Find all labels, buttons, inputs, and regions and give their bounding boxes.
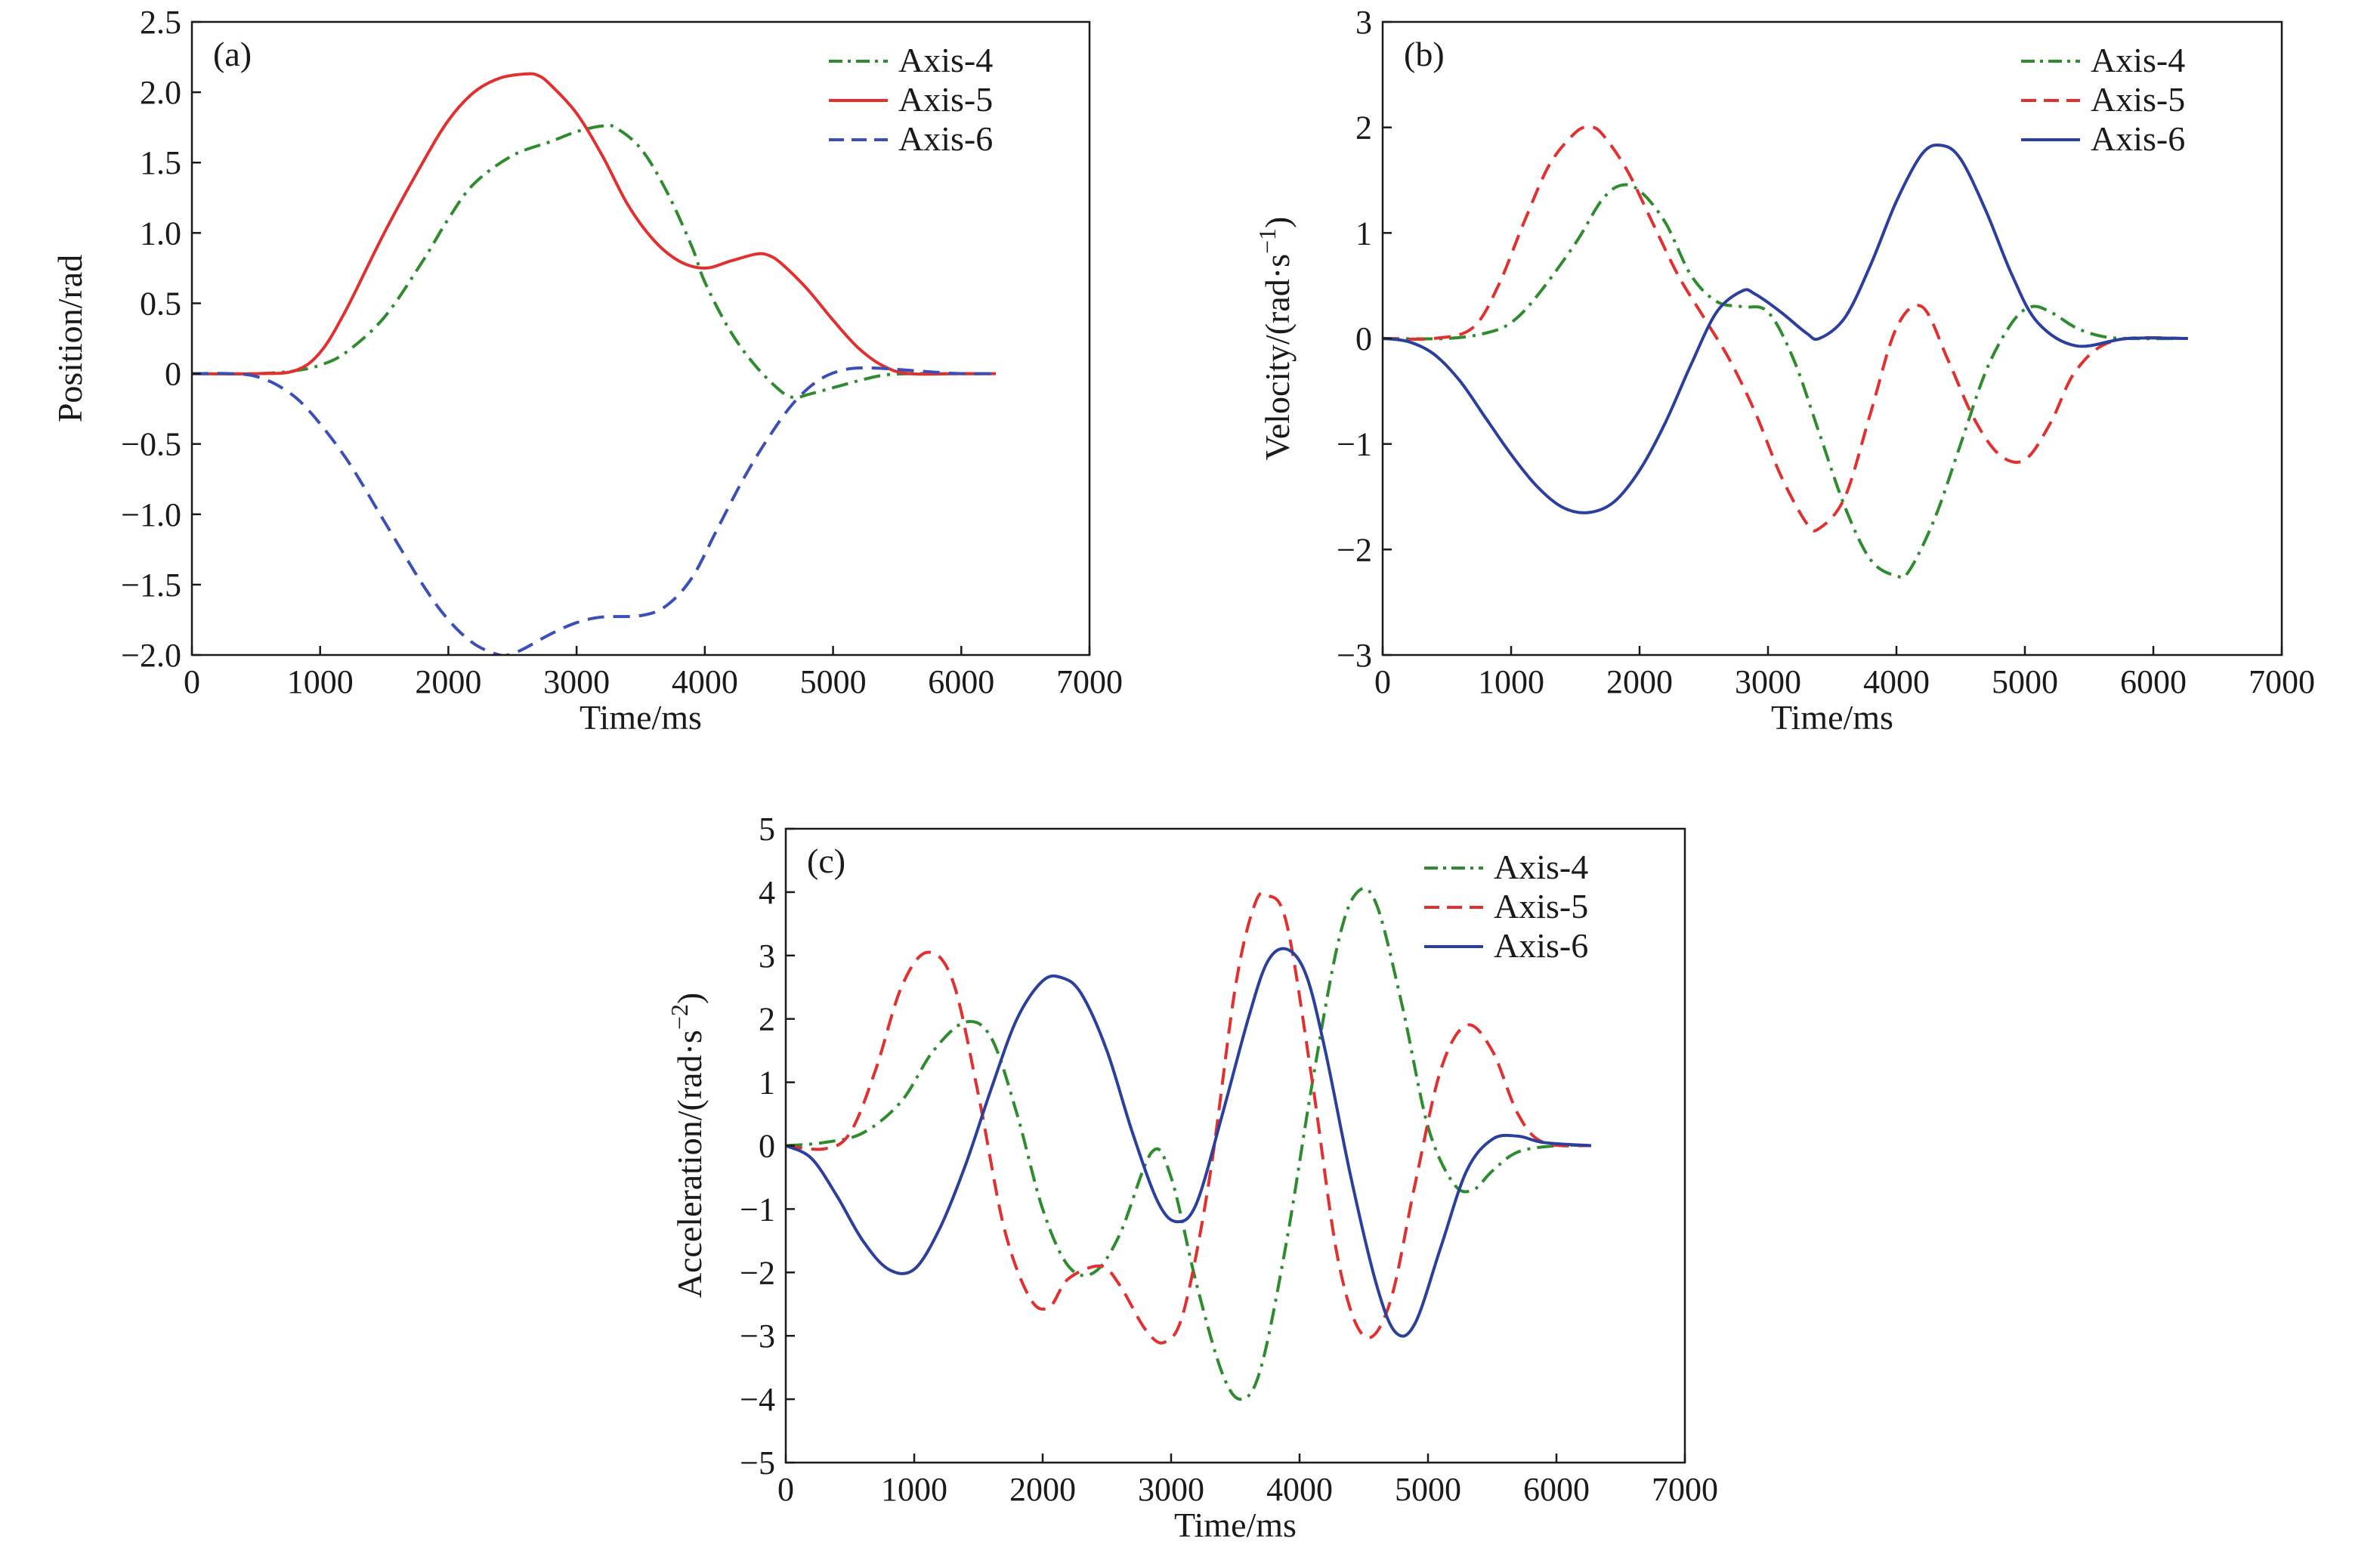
y-tick-label: 1 [759,1064,775,1101]
series-line-axis-4 [192,123,997,400]
legend-label: Axis-4 [898,41,993,79]
y-axis-title-superscript: −2 [666,1004,693,1030]
x-tick-label: 0 [184,663,200,700]
y-tick-label: −4 [740,1381,775,1418]
y-tick-label: −2 [1337,531,1372,568]
chart-panel-c: 0 1000 2000 3000 4000 5000 6000 7000 −5 −4 −3 −2 −1 0… [666,811,1718,1544]
x-tick-label: 5000 [1992,663,2058,700]
panel-label: (c) [807,842,845,880]
x-tick-label: 7000 [1056,663,1123,700]
y-tick-label: 5 [759,811,775,848]
legend-label: Axis-5 [898,80,993,119]
x-axis-title: Time/ms [1174,1506,1297,1544]
y-tick-label: 2.5 [140,4,181,41]
plot-frame [190,20,1091,657]
y-tick-label: 1 [1355,215,1372,252]
series-lines [1383,125,2188,579]
y-tick-label: 4 [759,874,775,911]
series-line-axis-5 [786,891,1592,1345]
y-axis-title: Velocity/(rad·s−1) [1253,217,1297,461]
x-tick-label: 0 [777,1471,794,1508]
legend-label: Axis-5 [2091,80,2185,119]
panel-label: (b) [1404,35,1445,73]
x-tick-label: 4000 [672,663,738,700]
y-tick-label: −1 [1337,426,1372,463]
x-tick-label: 2000 [415,663,481,700]
y-tick-label: −1.5 [121,567,181,604]
x-axis-title: Time/ms [1771,698,1893,737]
y-tick-label: −2 [740,1254,775,1291]
legend-label: Axis-6 [2091,119,2185,158]
chart-panel-a: 0 1000 2000 3000 4000 5000 6000 7000 −2.0 −1.5 −1.… [51,4,1123,737]
x-tick-label: 1000 [287,663,354,700]
x-tick-label: 1000 [881,1471,947,1508]
x-tick-label: 2000 [1009,1471,1076,1508]
x-tick-label: 2000 [1606,663,1673,700]
series-line-axis-6 [1383,143,2188,514]
legend-label: Axis-4 [1494,848,1588,886]
y-tick-label: 0 [165,356,181,393]
y-tick-label: −5 [740,1444,775,1481]
y-tick-label: −2.0 [121,637,181,674]
y-tick-label: −3 [1337,637,1372,674]
y-tick-label: 1.5 [140,144,181,181]
chart-panel-b: 0 1000 2000 3000 4000 5000 6000 7000 −3 −2 −1 0 1 2 3 T… [1253,4,2315,737]
legend-label: Axis-6 [1494,926,1588,965]
x-axis-title: Time/ms [580,698,702,737]
x-tick-label: 4000 [1863,663,1930,700]
x-tick-label: 6000 [2120,663,2187,700]
x-tick-label: 7000 [2249,663,2315,700]
y-axis-title-text: Acceleration/(rad·s [670,1030,709,1298]
y-tick-label: −1 [740,1191,775,1228]
y-axis-title-close: ) [1258,217,1297,228]
series-lines [786,886,1592,1401]
y-axis-title-text: Velocity/(rad·s [1258,254,1297,460]
x-tick-label: 4000 [1266,1471,1333,1508]
y-tick-label: 0 [759,1128,775,1165]
x-tick-label: 3000 [1735,663,1801,700]
series-line-axis-5 [192,72,997,376]
y-tick-label: 3 [759,938,775,975]
series-line-axis-6 [192,366,997,655]
series-line-axis-6 [786,947,1592,1338]
x-tick-label: 5000 [800,663,867,700]
x-tick-label: 7000 [1652,1471,1718,1508]
y-tick-label: 3 [1355,4,1372,41]
y-tick-label: 1.0 [140,215,181,252]
y-tick-label: −1.0 [121,496,181,533]
legend-label: Axis-5 [1494,887,1588,925]
panel-label: (a) [213,35,252,73]
series-line-axis-4 [786,886,1591,1401]
x-tick-label: 5000 [1395,1471,1461,1508]
legend-label: Axis-4 [2091,41,2185,79]
x-tick-label: 0 [1374,663,1391,700]
y-tick-label: 0 [1355,320,1372,357]
y-axis-title-text: Position/rad [51,255,89,422]
series-line-axis-4 [1383,183,2188,579]
x-tick-label: 3000 [543,663,610,700]
y-axis-title-superscript: −1 [1253,228,1281,254]
x-tick-label: 6000 [1523,1471,1590,1508]
y-axis-title: Acceleration/(rad·s−2) [666,993,709,1298]
x-tick-label: 3000 [1138,1471,1204,1508]
x-tick-label: 1000 [1478,663,1544,700]
x-tick-label: 6000 [928,663,994,700]
series-lines [192,72,997,655]
y-tick-label: 2.0 [140,74,181,111]
y-axis-title: Position/rad [51,255,89,422]
y-tick-label: 0.5 [140,285,181,322]
y-axis-title-close: ) [670,993,709,1004]
legend-label: Axis-6 [898,119,993,158]
y-tick-label: 2 [759,1001,775,1038]
y-tick-label: −3 [740,1318,775,1355]
series-line-axis-5 [1383,125,2188,533]
y-tick-label: −0.5 [121,426,181,463]
y-tick-label: 2 [1355,110,1372,147]
